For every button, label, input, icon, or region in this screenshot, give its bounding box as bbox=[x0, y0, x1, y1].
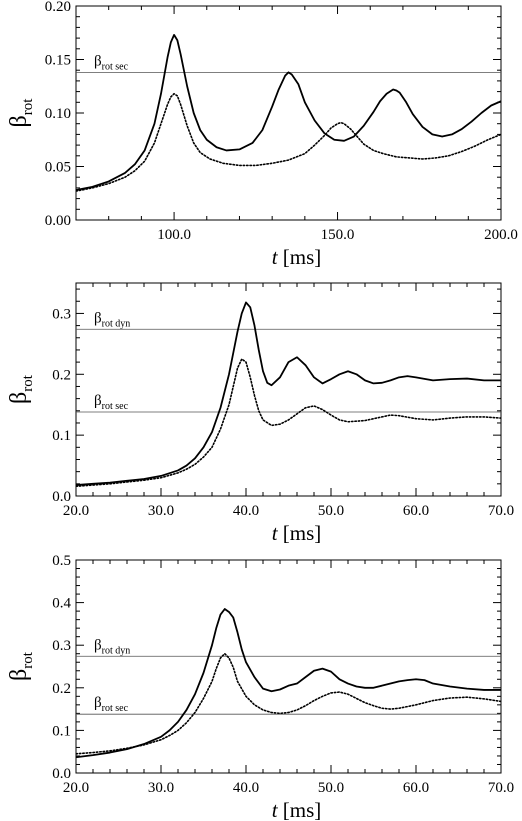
x-tick-label: 70.0 bbox=[488, 503, 514, 519]
y-tick-label: 0.1 bbox=[52, 723, 71, 739]
plot-frame bbox=[75, 282, 502, 497]
y-tick-label: 0.5 bbox=[52, 553, 71, 569]
y-tick-label: 0.00 bbox=[45, 213, 71, 229]
y-tick-label: 0.2 bbox=[52, 367, 71, 383]
y-axis-label: βrot bbox=[6, 374, 36, 404]
x-tick-label: 50.0 bbox=[318, 780, 344, 796]
x-tick-label: 150.0 bbox=[321, 227, 355, 243]
y-tick-label: 0.0 bbox=[52, 489, 71, 505]
y-tick-label: 0.20 bbox=[45, 0, 71, 15]
plot-frame bbox=[75, 5, 502, 221]
chart-panel-3: 20.0 30.0 40.0 50.0 60.0 70.0 0.0 0.1 0.2 0.3 0.4 0… bbox=[6, 553, 514, 821]
y-tick-label: 0.3 bbox=[52, 306, 71, 322]
x-axis-label: t [ms] bbox=[272, 245, 322, 269]
series-line-dotted bbox=[76, 358, 501, 488]
reference-line-label: βrot sec bbox=[94, 695, 129, 714]
x-tick-label: 60.0 bbox=[403, 503, 429, 519]
x-tick-label: 100.0 bbox=[157, 227, 191, 243]
x-tick-label: 50.0 bbox=[318, 503, 344, 519]
x-tick-label: 60.0 bbox=[403, 780, 429, 796]
y-tick-label: 0.3 bbox=[52, 638, 71, 654]
y-axis-label: βrot bbox=[6, 651, 36, 681]
series-line-solid bbox=[76, 301, 501, 486]
x-axis-label: t [ms] bbox=[272, 521, 322, 545]
x-tick-label: 200.0 bbox=[484, 227, 518, 243]
y-tick-label: 0.0 bbox=[52, 766, 71, 782]
x-axis-label: t [ms] bbox=[272, 798, 322, 821]
chart-panel-1: 100.0 150.0 200.0 0.00 0.05 0.10 0.15 0.20 βrot … bbox=[6, 0, 518, 269]
series-line-solid bbox=[76, 608, 501, 759]
series-line-solid bbox=[76, 33, 501, 191]
y-tick-label: 0.10 bbox=[45, 106, 71, 122]
reference-line-label: βrot dyn bbox=[94, 310, 130, 329]
x-tick-label: 40.0 bbox=[233, 503, 259, 519]
x-tick-label: 70.0 bbox=[488, 780, 514, 796]
x-tick-label: 20.0 bbox=[63, 503, 89, 519]
y-tick-label: 0.4 bbox=[52, 596, 71, 612]
reference-line-label: βrot sec bbox=[94, 53, 129, 72]
x-tick-label: 40.0 bbox=[233, 780, 259, 796]
x-tick-label: 30.0 bbox=[148, 503, 174, 519]
y-axis-label: βrot bbox=[6, 98, 36, 128]
y-tick-label: 0.15 bbox=[45, 53, 71, 69]
y-tick-label: 0.2 bbox=[52, 681, 71, 697]
chart-panel-2: 20.0 30.0 40.0 50.0 60.0 70.0 0.0 0.1 0.2 0.3 βrot… bbox=[6, 282, 514, 545]
reference-line-label: βrot dyn bbox=[94, 637, 130, 656]
series-line-dotted bbox=[76, 652, 501, 755]
reference-line-label: βrot sec bbox=[94, 393, 129, 412]
series-line-dotted bbox=[76, 92, 501, 192]
y-tick-label: 0.1 bbox=[52, 428, 71, 444]
x-tick-label: 20.0 bbox=[63, 780, 89, 796]
plot-frame bbox=[75, 559, 502, 774]
x-tick-label: 30.0 bbox=[148, 780, 174, 796]
y-tick-label: 0.05 bbox=[45, 160, 71, 176]
